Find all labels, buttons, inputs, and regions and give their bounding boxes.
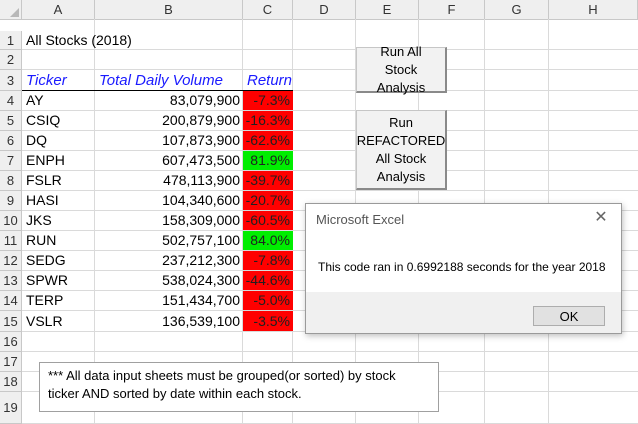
row-gridline: [22, 49, 638, 50]
column-header-d[interactable]: D: [293, 0, 356, 19]
row-header-11[interactable]: 11: [0, 231, 22, 251]
ticker-cell[interactable]: DQ: [26, 132, 47, 148]
volume-cell[interactable]: 151,434,700: [162, 292, 240, 308]
row-header-2[interactable]: 2: [0, 50, 22, 70]
row-gridline: [22, 130, 638, 131]
dialog-message: This code ran in 0.6992188 seconds for t…: [318, 260, 606, 274]
return-cell[interactable]: -3.5%: [243, 311, 293, 331]
row-header-15[interactable]: 15: [0, 311, 22, 332]
row-header-17[interactable]: 17: [0, 352, 22, 372]
row-header-18[interactable]: 18: [0, 372, 22, 392]
column-header-g[interactable]: G: [485, 0, 549, 19]
row-header-12[interactable]: 12: [0, 251, 22, 271]
return-cell[interactable]: 81.9%: [243, 151, 293, 170]
return-cell[interactable]: -62.6%: [243, 131, 293, 150]
dialog-title: Microsoft Excel: [316, 212, 405, 227]
ticker-cell[interactable]: SPWR: [26, 272, 68, 288]
sheet-title[interactable]: All Stocks (2018): [26, 32, 132, 48]
row-header-4[interactable]: 4: [0, 91, 22, 111]
close-icon[interactable]: ✕: [594, 209, 608, 226]
return-cell[interactable]: -16.3%: [243, 111, 293, 130]
column-header-e[interactable]: E: [356, 0, 419, 19]
ticker-cell[interactable]: HASI: [26, 192, 59, 208]
ticker-cell[interactable]: VSLR: [26, 313, 63, 329]
volume-header[interactable]: Total Daily Volume: [99, 72, 223, 89]
row-header-3[interactable]: 3: [0, 70, 22, 91]
row-header-16[interactable]: 16: [0, 332, 22, 352]
row-header-19[interactable]: 19: [0, 392, 22, 424]
row-gridline: [22, 69, 638, 70]
ok-button[interactable]: OK: [533, 306, 605, 326]
return-header[interactable]: Return: [247, 72, 293, 89]
row-header-13[interactable]: 13: [0, 271, 22, 291]
column-gridline: [242, 19, 243, 424]
row-gridline: [22, 190, 638, 191]
return-cell[interactable]: -5.0%: [243, 291, 293, 310]
column-gridline: [94, 19, 95, 424]
column-header-c[interactable]: C: [243, 0, 293, 19]
return-cell[interactable]: -20.7%: [243, 191, 293, 210]
column-header-b[interactable]: B: [95, 0, 243, 19]
row-header-6[interactable]: 6: [0, 131, 22, 151]
volume-cell[interactable]: 200,879,900: [162, 112, 240, 128]
ticker-cell[interactable]: AY: [26, 92, 44, 108]
ticker-header[interactable]: Ticker: [26, 72, 67, 89]
row-gridline: [22, 351, 638, 352]
column-header-a[interactable]: A: [22, 0, 95, 19]
volume-cell[interactable]: 237,212,300: [162, 252, 240, 268]
column-header-h[interactable]: H: [549, 0, 638, 19]
row-header-14[interactable]: 14: [0, 291, 22, 311]
ticker-cell[interactable]: CSIQ: [26, 112, 61, 128]
ticker-cell[interactable]: RUN: [26, 232, 57, 248]
row-gridline: [22, 150, 638, 151]
row-header-5[interactable]: 5: [0, 111, 22, 131]
run-refactored-analysis-button[interactable]: Run REFACTORED All Stock Analysis: [356, 110, 447, 190]
header-underline: [22, 90, 293, 91]
row-header-7[interactable]: 7: [0, 151, 22, 171]
return-cell[interactable]: -44.6%: [243, 271, 293, 290]
run-all-stock-analysis-button[interactable]: Run All Stock Analysis: [356, 44, 447, 95]
volume-cell[interactable]: 83,079,900: [169, 92, 240, 108]
row-gridline: [22, 110, 638, 111]
return-cell[interactable]: -60.5%: [243, 211, 293, 230]
volume-cell[interactable]: 107,873,900: [162, 132, 240, 148]
row-header-8[interactable]: 8: [0, 171, 22, 191]
return-cell[interactable]: -7.8%: [243, 251, 293, 270]
volume-cell[interactable]: 478,113,900: [163, 172, 240, 188]
message-dialog: Microsoft Excel ✕ This code ran in 0.699…: [305, 203, 622, 334]
row-header-10[interactable]: 10: [0, 211, 22, 231]
ticker-cell[interactable]: ENPH: [26, 152, 65, 168]
return-cell[interactable]: 84.0%: [243, 231, 293, 250]
ticker-cell[interactable]: JKS: [26, 212, 52, 228]
volume-cell[interactable]: 607,473,500: [162, 152, 240, 168]
note-textbox[interactable]: *** All data input sheets must be groupe…: [39, 362, 439, 412]
volume-cell[interactable]: 502,757,100: [162, 232, 240, 248]
row-gridline: [22, 90, 638, 91]
column-header-f[interactable]: F: [419, 0, 485, 19]
volume-cell[interactable]: 136,539,100: [162, 313, 240, 329]
return-cell[interactable]: -7.3%: [243, 91, 293, 110]
volume-cell[interactable]: 158,309,000: [162, 212, 240, 228]
row-header-1[interactable]: 1: [0, 31, 22, 50]
row-header-9[interactable]: 9: [0, 191, 22, 211]
return-cell[interactable]: -39.7%: [243, 171, 293, 190]
volume-cell[interactable]: 104,340,600: [162, 192, 240, 208]
ticker-cell[interactable]: SEDG: [26, 252, 66, 268]
row-gridline: [22, 170, 638, 171]
column-header-bar: [0, 0, 638, 20]
volume-cell[interactable]: 538,024,300: [162, 272, 240, 288]
ticker-cell[interactable]: TERP: [26, 292, 64, 308]
ticker-cell[interactable]: FSLR: [26, 172, 62, 188]
select-all-corner[interactable]: [0, 0, 22, 19]
